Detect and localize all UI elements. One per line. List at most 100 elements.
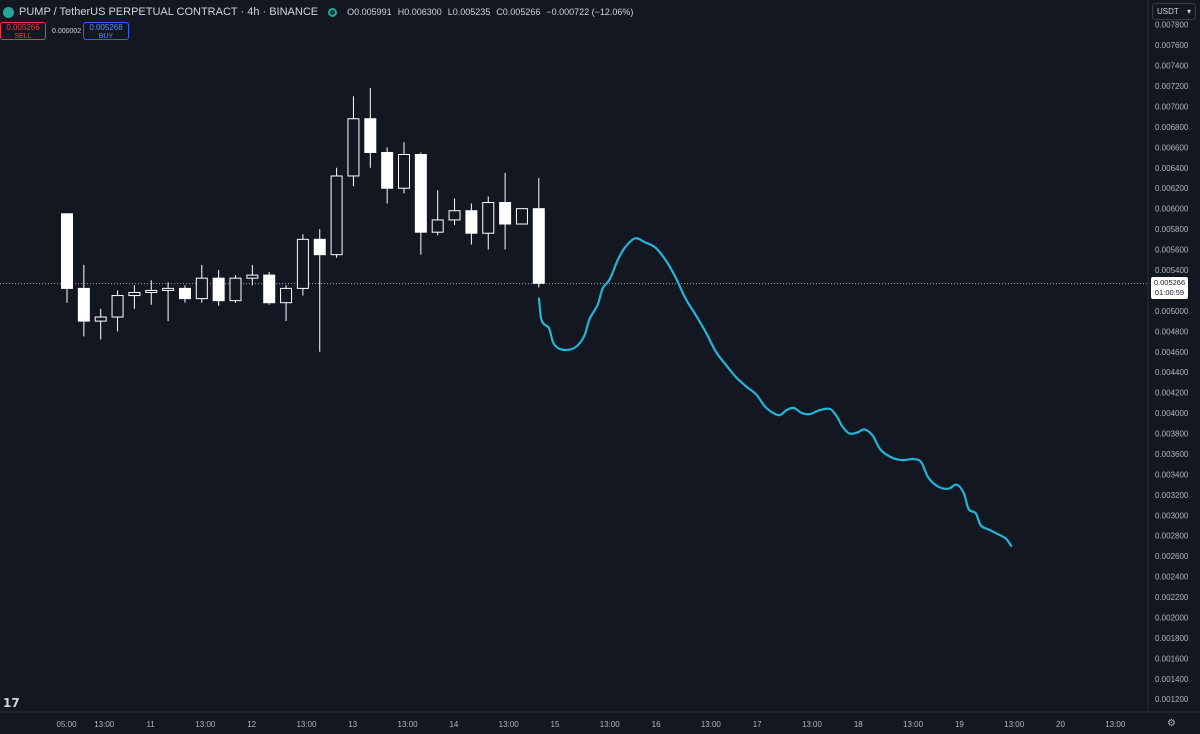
- candle: [195, 264, 208, 303]
- price-tick-label: 0.007000: [1155, 102, 1189, 111]
- price-tick-label: 0.006600: [1155, 143, 1189, 152]
- candle: [515, 208, 528, 225]
- ohlc-open: O0.005991: [347, 7, 392, 17]
- candle: [263, 272, 276, 305]
- price-tick-label: 0.005000: [1155, 307, 1189, 316]
- time-tick-label: 13:00: [398, 720, 419, 729]
- buy-price: 0.005268: [89, 23, 123, 32]
- candle-body: [178, 287, 191, 300]
- candle: [414, 152, 427, 255]
- candle: [61, 213, 73, 303]
- candle-body: [414, 154, 427, 233]
- time-tick-label: 13:00: [1004, 720, 1025, 729]
- candle: [465, 203, 478, 245]
- candle-body: [431, 219, 444, 233]
- symbol-header[interactable]: PUMP / TetherUS PERPETUAL CONTRACT · 4h …: [0, 4, 639, 20]
- price-tick-label: 0.002800: [1155, 532, 1189, 541]
- time-tick-label: 13:00: [701, 720, 722, 729]
- price-tick-label: 0.004000: [1155, 409, 1189, 418]
- time-tick-label: 13:00: [1105, 720, 1126, 729]
- price-tick-label: 0.001400: [1155, 675, 1189, 684]
- price-tick-label: 0.006400: [1155, 164, 1189, 173]
- candle: [229, 275, 242, 303]
- candle: [77, 264, 90, 337]
- price-tick-label: 0.003800: [1155, 430, 1189, 439]
- candle-body: [212, 277, 225, 302]
- price-tick-label: 0.006000: [1155, 205, 1189, 214]
- candle: [162, 282, 175, 322]
- time-tick-label: 12: [247, 720, 256, 729]
- candle-body: [398, 154, 410, 189]
- time-tick-label: 13:00: [296, 720, 317, 729]
- candle-body: [145, 289, 158, 293]
- time-axis[interactable]: 05:00 13:00 11 13:00 12 13:00 13 13:00 14 13:00 15…: [0, 711, 1200, 729]
- price-tick-label: 0.004600: [1155, 348, 1189, 357]
- price-tick-label: 0.002400: [1155, 573, 1189, 582]
- price-tick-label: 0.007200: [1155, 82, 1189, 91]
- candle: [280, 285, 293, 322]
- candle-body: [195, 277, 208, 300]
- candle-body: [313, 238, 326, 256]
- candle: [313, 229, 326, 352]
- price-tick-label: 0.005600: [1155, 246, 1189, 255]
- candle-body: [94, 316, 107, 322]
- candle: [347, 96, 360, 187]
- candle: [246, 264, 259, 286]
- pump-logo-icon: [3, 6, 14, 18]
- symbol-title[interactable]: PUMP / TetherUS PERPETUAL CONTRACT · 4h …: [19, 6, 319, 18]
- sell-button[interactable]: 0.005266 SELL: [0, 22, 46, 40]
- candle: [178, 285, 191, 303]
- candle: [398, 142, 410, 194]
- time-tick-label: 15: [551, 720, 560, 729]
- candle-body: [162, 287, 175, 291]
- sell-price: 0.005266: [6, 23, 40, 32]
- candle: [145, 280, 158, 305]
- buy-button[interactable]: 0.005268 BUY: [83, 22, 129, 40]
- market-status-icon[interactable]: [328, 7, 338, 17]
- price-tick-label: 0.003600: [1155, 450, 1189, 459]
- currency-select[interactable]: USDT ▾: [1152, 3, 1196, 20]
- price-tick-label: 0.002600: [1155, 552, 1189, 561]
- price-tick-label: 0.003200: [1155, 491, 1189, 500]
- candle-body: [280, 287, 293, 304]
- price-tick-label: 0.006200: [1155, 184, 1189, 193]
- price-tick-label: 0.004800: [1155, 327, 1189, 336]
- price-tick-label: 0.005800: [1155, 225, 1189, 234]
- time-tick-label: 13:00: [600, 720, 621, 729]
- candle-body: [296, 238, 309, 289]
- price-axis[interactable]: 0.007800 0.007600 0.007400 0.007200 0.007000…: [1147, 0, 1189, 712]
- gear-icon[interactable]: ⚙: [1167, 718, 1176, 729]
- candle-body: [330, 175, 343, 256]
- candle: [330, 167, 343, 258]
- candle-body: [347, 118, 360, 177]
- candle-body: [61, 213, 73, 289]
- candle: [448, 198, 461, 226]
- price-tick-label: 0.006800: [1155, 123, 1189, 132]
- price-tick-label: 0.003000: [1155, 511, 1189, 520]
- candle-body: [465, 210, 478, 234]
- sell-label: SELL: [14, 33, 32, 40]
- candle: [94, 308, 107, 340]
- ohlc-low: L0.005235: [447, 7, 491, 17]
- candle: [364, 88, 377, 168]
- ohlc-close: C0.005266: [496, 7, 541, 17]
- price-tick-label: 0.001600: [1155, 654, 1189, 663]
- price-tick-label: 0.002000: [1155, 613, 1189, 622]
- candle-body: [532, 208, 545, 284]
- time-tick-label: 13:00: [94, 720, 115, 729]
- candle: [499, 172, 512, 250]
- candle-body: [263, 274, 276, 304]
- current-price-label: 0.005266 01:00:59: [1151, 277, 1188, 299]
- tradingview-logo-icon[interactable]: 𝟭𝟳: [3, 696, 20, 710]
- candle: [296, 234, 309, 296]
- time-tick-label: 13:00: [903, 720, 924, 729]
- bar-countdown: 01:00:59: [1154, 288, 1185, 297]
- candlestick-series: [61, 88, 545, 352]
- candle-body: [515, 208, 528, 225]
- price-tick-label: 0.001800: [1155, 634, 1189, 643]
- candle: [111, 290, 124, 332]
- price-tick-label: 0.004400: [1155, 368, 1189, 377]
- candle-body: [448, 210, 461, 221]
- candle: [482, 196, 495, 250]
